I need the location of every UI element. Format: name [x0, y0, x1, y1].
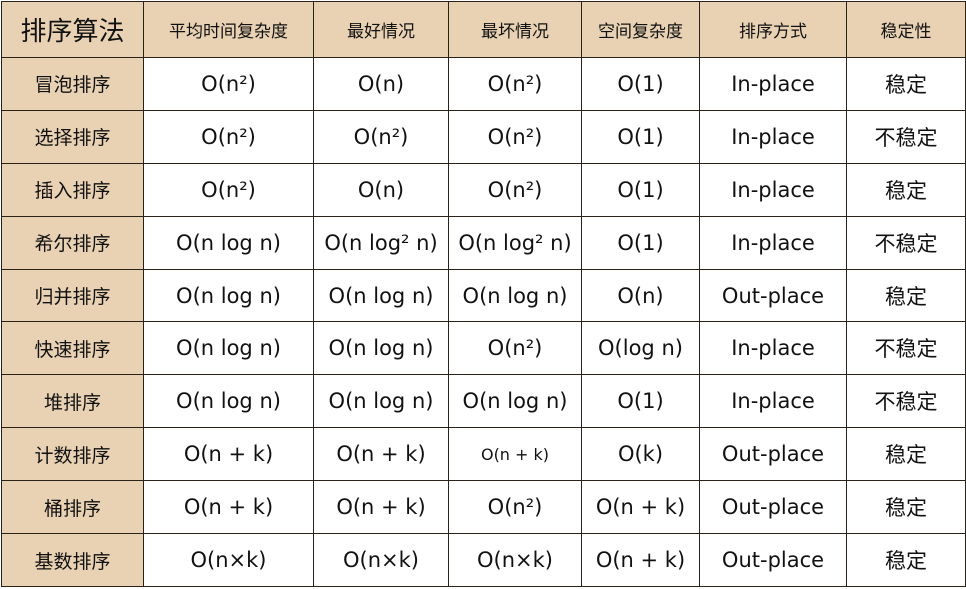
column-header: 空间复杂度 [581, 1, 700, 58]
table-cell: 稳定 [846, 427, 966, 482]
table-cell: O(n×k) [448, 533, 582, 587]
algorithm-name: 计数排序 [1, 427, 144, 482]
table-cell: 稳定 [846, 480, 966, 535]
table-cell: O(n + k) [581, 480, 700, 535]
table-cell: O(n + k) [581, 533, 700, 587]
table-cell: In-place [699, 162, 847, 217]
table-cell: O(n) [313, 57, 449, 111]
table-cell: O(n×k) [313, 533, 449, 587]
header-row: 排序算法 平均时间复杂度 最好情况 最坏情况 空间复杂度 排序方式 稳定性 [1, 1, 966, 58]
column-header: 平均时间复杂度 [143, 1, 314, 58]
column-header: 排序算法 [1, 1, 144, 58]
algorithm-name: 基数排序 [1, 533, 144, 587]
table-cell: 不稳定 [846, 215, 966, 270]
column-header: 排序方式 [699, 1, 847, 58]
table-cell: O(1) [581, 162, 700, 217]
table-cell: O(n log n) [448, 374, 582, 429]
table-cell: O(n×k) [143, 533, 314, 587]
table-cell: O(n log n) [313, 321, 449, 376]
algorithm-name: 归并排序 [1, 268, 144, 323]
table-cell: O(n) [581, 268, 700, 323]
table-cell: In-place [699, 109, 847, 164]
table-cell: O(n + k) [448, 427, 582, 482]
table-cell: O(n log n) [143, 321, 314, 376]
table-cell: O(n²) [313, 109, 449, 164]
column-header: 最坏情况 [448, 1, 582, 58]
table-row: 计数排序 O(n + k) O(n + k) O(n + k) O(k) Out-plac… [1, 427, 966, 482]
table-cell: O(n log n) [143, 215, 314, 270]
table-row: 归并排序 O(n log n) O(n log n) O(n log n) O(n) Ou… [1, 268, 966, 323]
algorithm-name: 堆排序 [1, 374, 144, 429]
table-cell: In-place [699, 215, 847, 270]
table-cell: In-place [699, 374, 847, 429]
table-cell: In-place [699, 57, 847, 111]
table-cell: 稳定 [846, 162, 966, 217]
algorithm-name: 快速排序 [1, 321, 144, 376]
table-row: 插入排序 O(n²) O(n) O(n²) O(1) In-place 稳定 [1, 162, 966, 217]
table-cell: O(n log n) [313, 374, 449, 429]
column-header: 稳定性 [846, 1, 966, 58]
table-cell: O(n²) [448, 109, 582, 164]
table-row: 桶排序 O(n + k) O(n + k) O(n²) O(n + k) Out-plac… [1, 480, 966, 535]
table-cell: O(n + k) [143, 427, 314, 482]
table-row: 快速排序 O(n log n) O(n log n) O(n²) O(log n) In-… [1, 321, 966, 376]
table-cell: O(1) [581, 374, 700, 429]
algorithm-name: 冒泡排序 [1, 57, 144, 111]
table-cell: O(n²) [448, 321, 582, 376]
table-cell: 稳定 [846, 533, 966, 587]
table-cell: O(n log n) [448, 268, 582, 323]
table-cell: O(1) [581, 57, 700, 111]
table-cell: In-place [699, 321, 847, 376]
table-cell: O(n²) [448, 57, 582, 111]
table-cell: 不稳定 [846, 109, 966, 164]
table-cell: 稳定 [846, 57, 966, 111]
table-cell: O(n log² n) [313, 215, 449, 270]
column-header: 最好情况 [313, 1, 449, 58]
table-cell: O(n²) [143, 162, 314, 217]
table-cell: O(n + k) [143, 480, 314, 535]
algorithm-name: 希尔排序 [1, 215, 144, 270]
table-row: 希尔排序 O(n log n) O(n log² n) O(n log² n) O(1)… [1, 215, 966, 270]
table-cell: O(1) [581, 215, 700, 270]
table-cell: O(n + k) [313, 427, 449, 482]
algorithm-name: 桶排序 [1, 480, 144, 535]
table-cell: Out-place [699, 268, 847, 323]
table-cell: O(n log n) [143, 268, 314, 323]
table-cell: O(n + k) [313, 480, 449, 535]
table-cell: Out-place [699, 533, 847, 587]
algorithm-name: 选择排序 [1, 109, 144, 164]
table-cell: O(k) [581, 427, 700, 482]
table-row: 选择排序 O(n²) O(n²) O(n²) O(1) In-place 不稳定 [1, 109, 966, 164]
table-cell: O(n) [313, 162, 449, 217]
table-row: 冒泡排序 O(n²) O(n) O(n²) O(1) In-place 稳定 [1, 57, 966, 111]
table-cell: 不稳定 [846, 374, 966, 429]
table-cell: O(n²) [448, 480, 582, 535]
table-row: 堆排序 O(n log n) O(n log n) O(n log n) O(1) In-… [1, 374, 966, 429]
table-cell: O(n log² n) [448, 215, 582, 270]
table-cell: O(log n) [581, 321, 700, 376]
table-cell: Out-place [699, 480, 847, 535]
table-cell: 不稳定 [846, 321, 966, 376]
table-cell: 稳定 [846, 268, 966, 323]
algorithm-name: 插入排序 [1, 162, 144, 217]
table-cell: Out-place [699, 427, 847, 482]
table-cell: O(1) [581, 109, 700, 164]
table-cell: O(n log n) [143, 374, 314, 429]
table-cell: O(n²) [448, 162, 582, 217]
table-cell: O(n²) [143, 109, 314, 164]
table-row: 基数排序 O(n×k) O(n×k) O(n×k) O(n + k) Out-place 稳… [1, 533, 966, 587]
table-cell: O(n²) [143, 57, 314, 111]
table-cell: O(n log n) [313, 268, 449, 323]
